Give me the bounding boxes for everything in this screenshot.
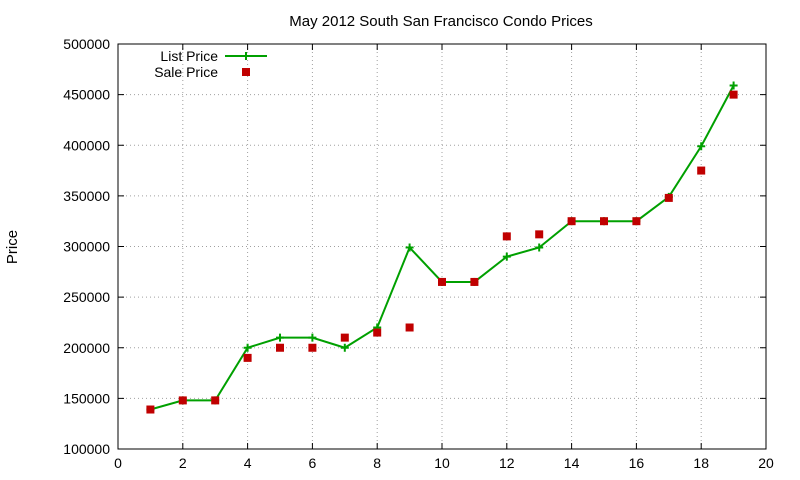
- sale-price-point: [308, 343, 317, 352]
- sale-price-point: [211, 396, 220, 405]
- x-tick-label: 16: [629, 455, 645, 471]
- list-price-point: [308, 333, 317, 342]
- x-tick-label: 12: [499, 455, 515, 471]
- x-tick-label: 4: [244, 455, 252, 471]
- list-price-point: [340, 343, 349, 352]
- sale-price-point: [697, 166, 706, 175]
- sale-price-point: [502, 232, 511, 241]
- sale-price-point: [567, 217, 576, 226]
- y-axis-label: Price: [4, 230, 21, 264]
- sale-price-point: [340, 333, 349, 342]
- chart-title: May 2012 South San Francisco Condo Price…: [289, 13, 593, 30]
- sale-price-point: [600, 217, 608, 226]
- x-tick-label: 2: [179, 455, 187, 471]
- y-tick-label: 150000: [63, 390, 110, 406]
- y-tick-labels: 100000 150000 200000 250000 300000 350000 4000…: [63, 36, 110, 457]
- list-price-point: [697, 142, 706, 151]
- y-tick-label: 400000: [63, 137, 110, 153]
- x-tick-label: 20: [758, 455, 774, 471]
- y-tick-label: 200000: [63, 340, 110, 356]
- sale-price-point: [405, 323, 414, 332]
- x-tick-label: 14: [564, 455, 580, 471]
- x-tick-label: 8: [373, 455, 381, 471]
- x-tick-label: 10: [434, 455, 450, 471]
- series-0: [146, 81, 738, 414]
- list-price-point: [502, 252, 511, 261]
- sale-price-point: [276, 343, 284, 352]
- sale-price-point: [632, 217, 641, 226]
- sale-price-point: [178, 396, 187, 405]
- x-tick-label: 6: [309, 455, 317, 471]
- y-tick-label: 350000: [63, 188, 110, 204]
- series-1: [146, 90, 738, 414]
- legend-label: Sale Price: [154, 64, 218, 80]
- y-tick-label: 100000: [63, 441, 110, 457]
- y-tick-label: 250000: [63, 289, 110, 305]
- sale-price-point: [146, 405, 155, 414]
- plot-frame: [117, 43, 767, 450]
- y-tick-label: 300000: [63, 239, 110, 255]
- x-tick-label: 18: [693, 455, 709, 471]
- legend-square-marker: [242, 68, 250, 76]
- sale-price-point: [243, 353, 252, 362]
- sale-price-point: [664, 193, 673, 202]
- sale-price-point: [373, 328, 382, 337]
- grid-lines: [118, 44, 766, 449]
- sale-price-point: [729, 90, 738, 99]
- list-price-point: [243, 343, 252, 352]
- list-price-point: [276, 333, 284, 342]
- x-tick-label: 0: [114, 455, 122, 471]
- x-tick-labels: 0 2 4 6 8 10 12 14 16 18 20: [114, 455, 774, 471]
- sale-price-point: [438, 277, 446, 286]
- list-price-point: [535, 243, 544, 252]
- legend-label: List Price: [160, 48, 218, 64]
- y-tick-label: 450000: [63, 87, 110, 103]
- y-tick-label: 500000: [63, 36, 110, 52]
- sale-price-point: [470, 277, 479, 286]
- sale-price-point: [535, 230, 544, 239]
- list-price-point: [729, 81, 738, 90]
- legend-plus-marker: [242, 52, 250, 60]
- list-price-point: [405, 243, 414, 252]
- series-layer: [146, 81, 738, 414]
